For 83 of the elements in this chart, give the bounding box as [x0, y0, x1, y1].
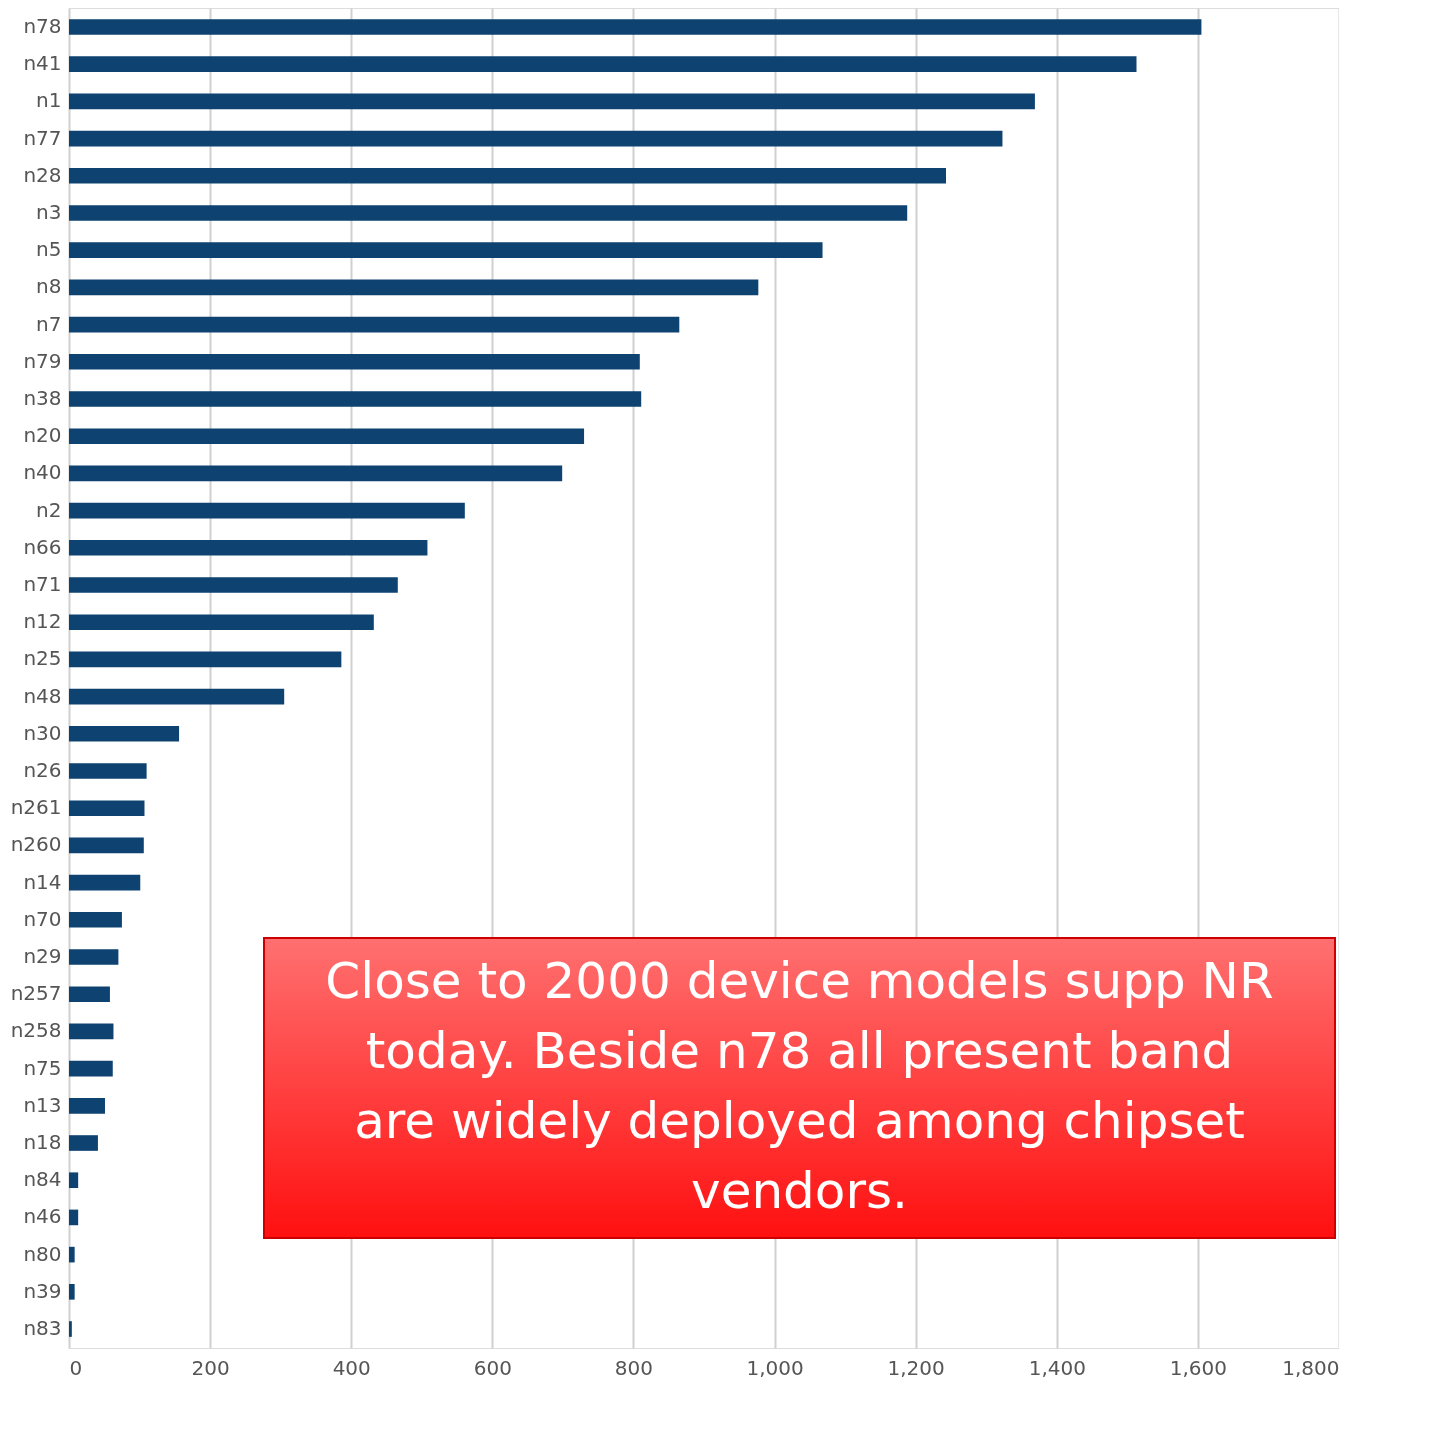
- y-tick-label: n3: [36, 199, 62, 224]
- bar: [69, 316, 680, 333]
- y-tick-label: n38: [23, 385, 62, 410]
- bar: [69, 1098, 105, 1114]
- bar: [69, 614, 374, 631]
- x-tick-label: 800: [614, 1355, 654, 1380]
- bar: [69, 1321, 72, 1337]
- bar: [69, 986, 110, 1003]
- bar: [69, 428, 585, 444]
- y-tick-label: n14: [23, 869, 62, 894]
- bar: [69, 1246, 75, 1263]
- bar: [69, 353, 640, 370]
- y-tick-label: n261: [10, 795, 62, 820]
- y-tick-label: n12: [23, 609, 62, 634]
- bar: [69, 1023, 114, 1040]
- y-tick-label: n5: [36, 237, 62, 262]
- y-tick-label: n70: [23, 906, 62, 931]
- y-tick-label: n83: [23, 1316, 62, 1341]
- bar: [69, 1172, 79, 1189]
- bar: [69, 19, 1202, 35]
- bar: [69, 56, 1137, 72]
- x-tick-label: 200: [191, 1355, 230, 1380]
- y-tick-label: n26: [23, 758, 62, 782]
- y-tick-label: n80: [23, 1241, 62, 1266]
- y-tick-label: n20: [23, 423, 62, 448]
- bar: [69, 539, 428, 556]
- x-tick-label: 1,800: [1282, 1355, 1340, 1380]
- bar: [69, 391, 642, 407]
- y-tick-label: n257: [10, 981, 62, 1006]
- bar: [69, 167, 947, 184]
- y-tick-label: n77: [23, 125, 62, 150]
- y-tick-label: n30: [23, 720, 62, 745]
- bar: [69, 1060, 113, 1077]
- y-tick-label: n13: [23, 1092, 62, 1117]
- bar: [69, 502, 465, 519]
- bar: [69, 279, 759, 296]
- y-tick-label: n25: [23, 646, 62, 671]
- x-tick-label: 1,200: [887, 1355, 945, 1380]
- y-tick-label: n48: [23, 683, 62, 708]
- y-tick-label: n8: [36, 274, 62, 299]
- bar: [69, 577, 398, 593]
- bar: [69, 651, 342, 668]
- x-tick-label: 1,600: [1169, 1355, 1228, 1380]
- bar: [69, 1135, 98, 1151]
- bar: [69, 688, 285, 705]
- y-tick-label: n46: [23, 1204, 62, 1229]
- y-tick-label: n18: [23, 1130, 62, 1155]
- y-tick-label: n39: [23, 1278, 62, 1303]
- y-tick-label: n41: [23, 51, 62, 76]
- bar: [69, 800, 145, 817]
- y-tick-label: n258: [10, 1018, 62, 1043]
- y-tick-label: n66: [23, 534, 62, 559]
- bar: [69, 763, 147, 779]
- y-tick-label: n79: [23, 348, 62, 373]
- bar: [69, 130, 1003, 147]
- bar: [69, 1209, 79, 1226]
- y-tick-label: n1: [36, 88, 62, 113]
- y-tick-label: n2: [36, 497, 62, 522]
- bar: [69, 874, 141, 891]
- x-tick-label: 1,400: [1028, 1355, 1086, 1380]
- y-tick-label: n71: [23, 572, 62, 596]
- y-tick-label: n28: [23, 162, 62, 187]
- y-tick-label: n29: [23, 944, 62, 969]
- bar: [69, 465, 563, 482]
- x-tick-label: 400: [332, 1355, 371, 1380]
- annotation: Close to 2000 device models supp NR today. Beside n78 all present band are widely deployed among chipset vendors.: [325, 952, 1274, 1220]
- y-tick-label: n78: [23, 13, 62, 38]
- y-tick-label: n7: [36, 311, 62, 336]
- bar: [69, 725, 180, 742]
- y-tick-label: n75: [23, 1055, 62, 1080]
- bar: [69, 949, 119, 965]
- x-tick-label: 1,000: [746, 1355, 804, 1380]
- y-tick-label: n84: [23, 1167, 62, 1192]
- x-tick-label: 600: [473, 1355, 512, 1380]
- x-tick-label: 0: [69, 1355, 83, 1380]
- y-tick-label: n40: [23, 460, 62, 485]
- bar: [69, 1284, 75, 1300]
- bar: [69, 93, 1035, 110]
- bar: [69, 912, 122, 928]
- bar: [69, 242, 823, 258]
- bar: [69, 837, 144, 854]
- y-tick-label: n260: [10, 832, 62, 857]
- bar: [69, 205, 908, 221]
